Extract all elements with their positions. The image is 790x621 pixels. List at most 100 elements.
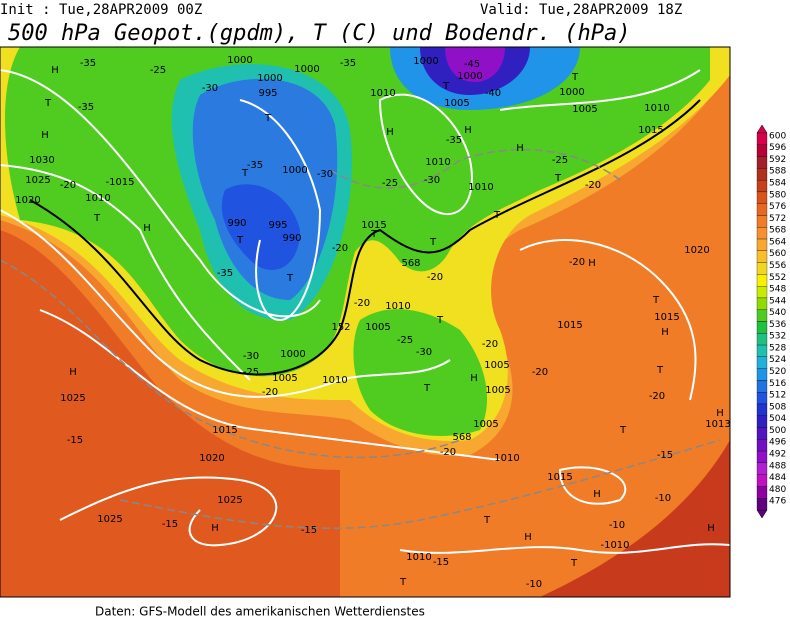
colorbar-tick-label: 572 <box>769 214 786 224</box>
colorbar-swatch <box>756 250 768 263</box>
contour-label: -20 <box>482 339 498 350</box>
pressure-center: H <box>524 532 532 543</box>
pressure-center: T <box>236 235 244 246</box>
contour <box>399 543 730 554</box>
contour-552 <box>29 99 701 376</box>
contour-label: 1000 <box>280 349 305 360</box>
colorbar-swatch <box>756 321 768 334</box>
contour-label: -20 <box>354 298 370 309</box>
contour-label: 1025 <box>60 393 85 404</box>
contour-label: 1020 <box>684 245 709 256</box>
pressure-center: H <box>593 489 601 500</box>
pressure-center: T <box>619 425 627 436</box>
contour-label: 1000 <box>457 71 482 82</box>
colorbar-tick-label: 500 <box>769 426 786 436</box>
colorbar-swatch <box>756 309 768 322</box>
contour-label: 1015 <box>557 320 582 331</box>
contour-label: 1015 <box>654 312 679 323</box>
colorbar-tick-label: 536 <box>769 320 786 330</box>
colorbar-tick-label: 600 <box>769 131 786 141</box>
pressure-center: T <box>483 515 491 526</box>
colorbar-swatch <box>756 344 768 357</box>
contour-label: -25 <box>397 335 413 346</box>
colorbar-swatch <box>756 144 768 157</box>
contour-label: -25 <box>243 367 259 378</box>
valid-text: Valid: Tue,28APR2009 18Z <box>480 2 682 18</box>
contour-label: 1005 <box>485 385 510 396</box>
colorbar-swatch <box>756 450 768 464</box>
colorbar-swatch <box>756 403 768 416</box>
pressure-center: T <box>429 237 437 248</box>
contour-label: -1010 <box>600 540 629 551</box>
contour-label: 1015 <box>638 125 663 136</box>
pressure-center: T <box>286 273 294 284</box>
pressure-center: H <box>516 143 524 154</box>
contour-label: 1020 <box>15 195 40 206</box>
colorbar-tick-label: 528 <box>769 343 786 353</box>
pressure-center: T <box>264 113 272 124</box>
contour-label: 152 <box>331 322 350 333</box>
colorbar-tick-label: 580 <box>769 190 786 200</box>
contour-label: 1015 <box>547 472 572 483</box>
colorbar-swatch <box>756 486 768 499</box>
contour-label: -35 <box>340 58 356 69</box>
contour-label: -15 <box>67 435 83 446</box>
contour <box>59 476 278 547</box>
colorbar-swatch <box>756 168 768 181</box>
colorbar-swatch <box>756 380 768 393</box>
colorbar-tick-label: 512 <box>769 391 786 401</box>
pressure-center: H <box>41 130 49 141</box>
colorbar-swatch <box>756 356 768 369</box>
colorbar-swatch <box>756 368 768 381</box>
pressure-center: H <box>588 258 596 269</box>
contour-label: 1000 <box>413 56 438 67</box>
contour-label: 1010 <box>468 182 493 193</box>
colorbar-arrow <box>756 124 768 134</box>
contour-label: -15 <box>657 450 673 461</box>
contour-label: 1015 <box>361 220 386 231</box>
contour <box>378 93 473 216</box>
colorbar-tick-label: 516 <box>769 379 786 389</box>
contour-label: -10 <box>526 579 542 590</box>
pressure-center: H <box>707 523 715 534</box>
colorbar-arrow <box>756 509 768 519</box>
colorbar-tick-label: 548 <box>769 285 786 295</box>
contour-label: 1010 <box>322 375 347 386</box>
pressure-center: T <box>370 229 378 240</box>
contour <box>239 99 322 322</box>
pressure-center: T <box>570 558 578 569</box>
isotherm <box>0 259 461 459</box>
colorbar-tick-label: 484 <box>769 473 786 483</box>
colorbar-swatch <box>756 203 768 216</box>
contour <box>499 69 701 111</box>
contour <box>0 69 321 318</box>
contour-label: -20 <box>262 387 278 398</box>
contour-label: -45 <box>464 59 480 70</box>
contour-label: 1010 <box>370 88 395 99</box>
colorbar-swatch <box>756 215 768 228</box>
contour <box>519 239 697 401</box>
pressure-center: H <box>386 127 394 138</box>
colorbar-swatch <box>756 179 768 193</box>
colorbar-tick-label: 584 <box>769 179 786 189</box>
map-frame <box>0 46 731 598</box>
pressure-center: T <box>652 295 660 306</box>
pressure-center: T <box>656 365 664 376</box>
blue-region <box>221 184 300 270</box>
colorbar-swatch <box>756 227 768 240</box>
green-region <box>353 309 488 436</box>
colorbar-tick-label: 556 <box>769 261 786 271</box>
isotherm <box>329 148 621 189</box>
colorbar-tick-label: 480 <box>769 485 786 495</box>
colorbar-swatch <box>756 415 768 428</box>
pressure-center: H <box>464 125 472 136</box>
contour-label: -15 <box>162 519 178 530</box>
colorbar-tick-label: 564 <box>769 237 786 247</box>
colorbar-tick-label: 592 <box>769 155 786 165</box>
pressure-center: T <box>423 383 431 394</box>
contour-label: 1010 <box>494 453 519 464</box>
contour-label: 1005 <box>572 104 597 115</box>
